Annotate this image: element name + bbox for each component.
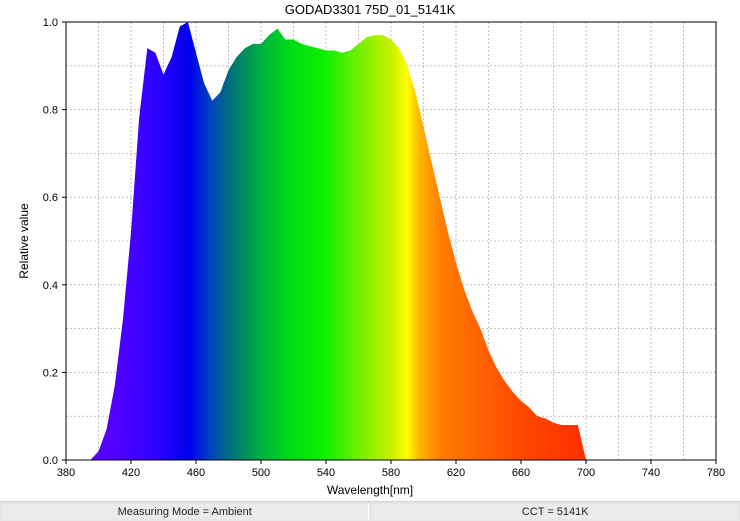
spectrum-area [66,22,716,460]
x-tick-label: 620 [447,467,465,479]
axes: 380 420 460 500 540 580 620 660 700 740 780 0.0 0.2 0… [43,17,725,479]
status-bar: Measuring Mode = Ambient CCT = 5141K [0,501,740,521]
y-tick-label: 0.0 [43,455,58,467]
y-axis-label: Relative value [17,203,31,279]
x-tick-label: 460 [187,467,205,479]
x-tick-label: 580 [382,467,400,479]
measuring-mode-status: Measuring Mode = Ambient [2,504,369,519]
chart-title: GODAD3301 75D_01_5141K [285,2,456,17]
y-tick-label: 0.2 [43,367,58,379]
x-tick-label: 500 [252,467,270,479]
cct-status: CCT = 5141K [372,504,738,519]
x-tick-label: 740 [642,467,660,479]
chart: 380 420 460 500 540 580 620 660 700 740 780 0.0 0.2 0… [17,2,725,497]
x-tick-label: 420 [122,467,140,479]
x-tick-label: 540 [317,467,335,479]
x-axis-label: Wavelength[nm] [327,483,413,497]
plot-frame [65,21,717,461]
y-tick-label: 0.4 [43,280,58,292]
x-tick-label: 780 [707,467,725,479]
y-tick-label: 0.8 [43,105,58,117]
y-tick-label: 0.6 [43,192,58,204]
x-tick-label: 700 [577,467,595,479]
y-tick-label: 1.0 [43,17,58,29]
x-tick-label: 380 [57,467,75,479]
x-tick-label: 660 [512,467,530,479]
